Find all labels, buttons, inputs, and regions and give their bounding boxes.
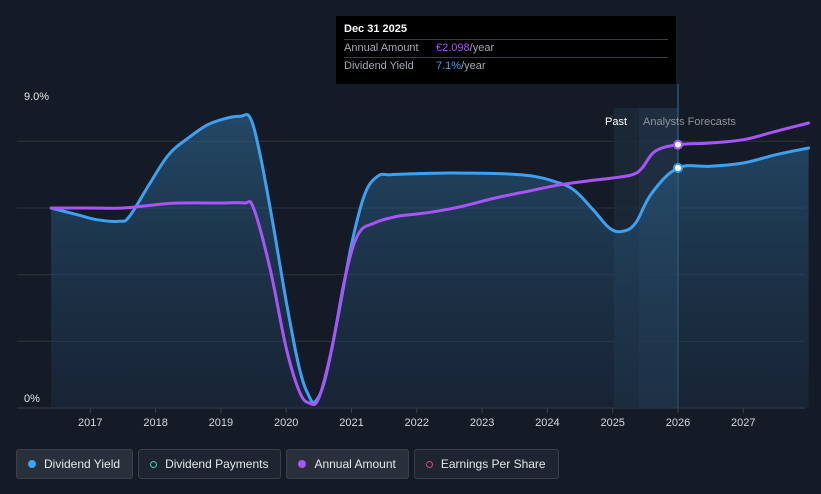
- legend-dot-icon: [298, 460, 307, 468]
- x-tick-label: 2025: [600, 417, 624, 429]
- forecast-label: Analysts Forecasts: [643, 116, 736, 128]
- dividend-yield-area: [51, 114, 809, 408]
- tooltip-unit: /year: [461, 60, 486, 72]
- tooltip-unit: /year: [469, 42, 495, 54]
- legend-annual-amount[interactable]: Annual Amount: [286, 449, 409, 479]
- series-layer: [49, 112, 811, 408]
- y-tick-label: 0%: [24, 393, 40, 405]
- tooltip-label: Annual Amount: [344, 42, 419, 54]
- x-tick-label: 2022: [405, 417, 429, 429]
- annual-amount-marker: [673, 139, 683, 150]
- legend: Dividend Yield Dividend Payments Annual …: [16, 449, 559, 479]
- legend-label: Dividend Yield: [44, 457, 121, 471]
- tooltip-value: €2.098: [436, 42, 470, 54]
- legend-label: Dividend Payments: [165, 457, 269, 471]
- x-tick-label: 2023: [470, 417, 494, 429]
- x-tick-label: 2019: [209, 417, 233, 429]
- highlight-markers: [673, 139, 683, 173]
- x-tick-label: 2027: [731, 417, 755, 429]
- legend-label: Annual Amount: [314, 457, 396, 471]
- legend-earnings-per-share[interactable]: Earnings Per Share: [413, 449, 559, 479]
- tooltip-row-annual-amount: Annual Amount €2.098 /year: [344, 39, 668, 57]
- legend-dot-icon: [28, 460, 36, 468]
- legend-ring-icon: [425, 460, 433, 468]
- x-tick-label: 2021: [339, 417, 363, 429]
- legend-dividend-payments[interactable]: Dividend Payments: [138, 449, 282, 479]
- legend-label: Earnings Per Share: [440, 457, 546, 471]
- legend-ring-icon: [150, 460, 158, 468]
- tooltip-row-dividend-yield: Dividend Yield 7.1% /year: [344, 57, 668, 75]
- legend-dividend-yield[interactable]: Dividend Yield: [16, 449, 134, 479]
- dividend-yield-marker: [673, 163, 683, 173]
- past-label: Past: [605, 116, 627, 128]
- x-tick-label: 2018: [143, 417, 167, 429]
- tooltip-label: Dividend Yield: [344, 60, 414, 72]
- x-tick-label: 2024: [535, 417, 559, 429]
- tooltip: Dec 31 2025 Annual Amount €2.098 /year D…: [336, 16, 676, 84]
- x-tick-label: 2017: [78, 417, 102, 429]
- tooltip-date: Dec 31 2025: [344, 23, 407, 35]
- y-tick-label: 9.0%: [24, 91, 49, 103]
- axes: 2017 2018 2019 2020 2021 2022 2023 2024 2025 2026…: [24, 91, 756, 429]
- x-tick-label: 2026: [666, 417, 690, 429]
- tooltip-value: 7.1%: [436, 60, 462, 72]
- x-tick-label: 2020: [274, 417, 298, 429]
- annual-amount-line: [49, 121, 811, 407]
